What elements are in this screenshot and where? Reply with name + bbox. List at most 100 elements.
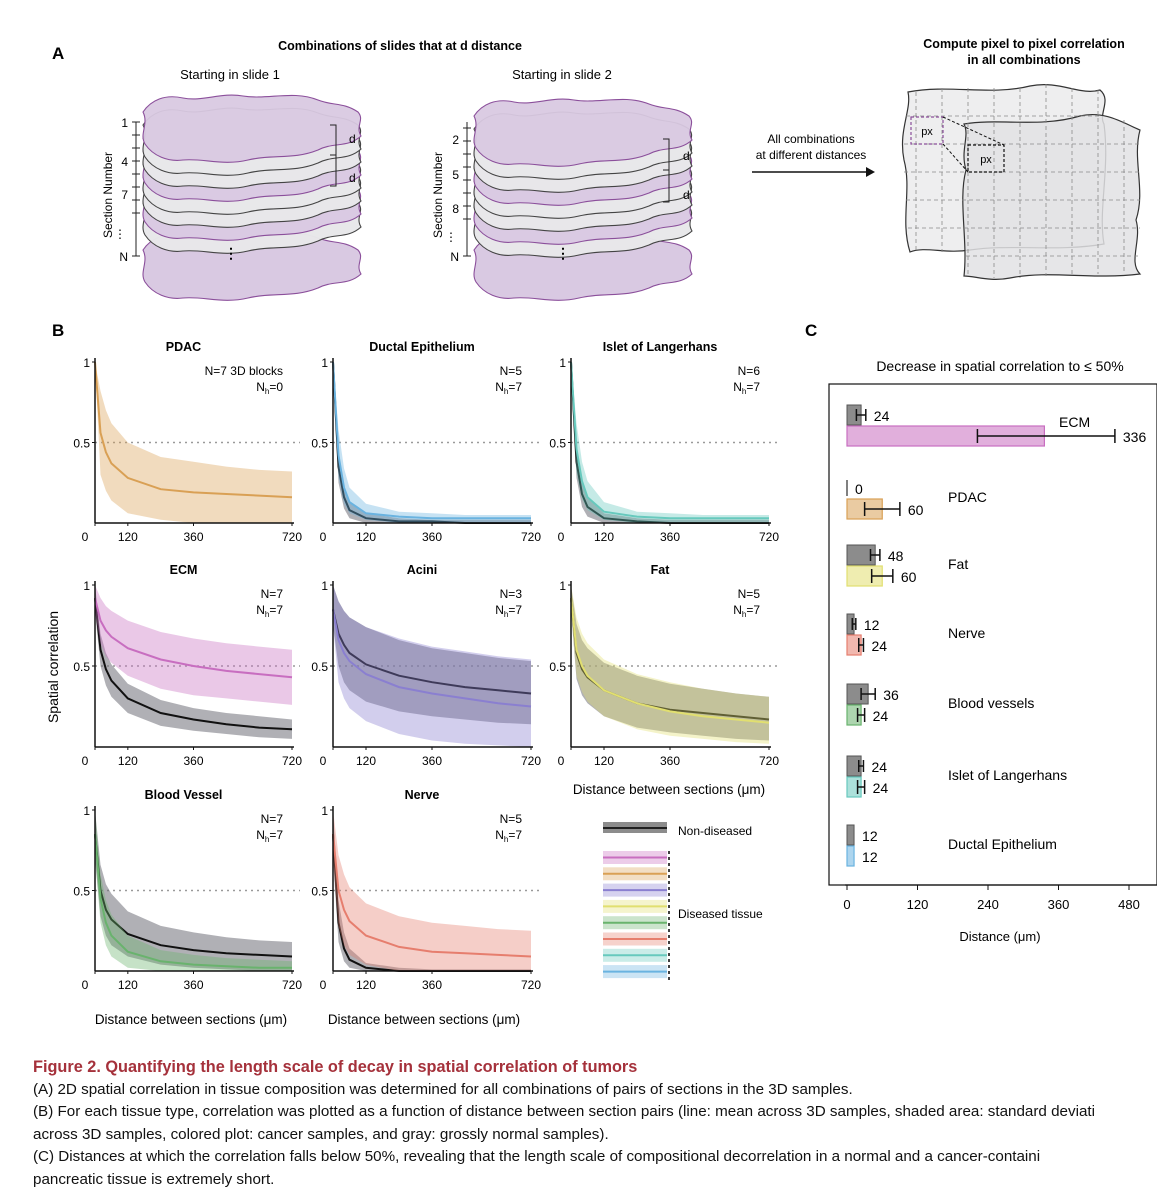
panel-c-x-tick-label: 240 <box>977 897 999 912</box>
bar-diseased <box>846 845 855 867</box>
plot-title: Blood Vessel <box>145 788 223 802</box>
error-bar-non-diseased <box>851 618 857 630</box>
caption-line-c1: (C) Distances at which the correlation f… <box>33 1148 1041 1165</box>
stack1-ellipsis: ⋮ <box>224 245 238 261</box>
annotation-nh: Nh=7 <box>495 603 522 619</box>
panel-b-x-label-left: Distance between sections (μm) <box>95 1012 287 1027</box>
y-tick-label: 1 <box>83 804 90 818</box>
bar-group-ecm: 24 336 ECM <box>846 404 1146 447</box>
panel-b-x-label-middle: Distance between sections (μm) <box>328 1012 520 1027</box>
caption-line-b2: across 3D samples, colored plot: cancer … <box>33 1125 609 1143</box>
y-tick-label: 0.5 <box>73 660 90 674</box>
value-label-non-diseased: 24 <box>874 408 890 424</box>
diseased-mean-line <box>94 361 293 499</box>
plot-title: Nerve <box>405 788 440 802</box>
diseased-mean-line <box>570 597 770 724</box>
y-tick-label: 0.5 <box>73 885 90 899</box>
annotation-n: N=5 <box>500 364 523 378</box>
stack1-axis-label: Section Number <box>101 152 115 238</box>
category-label: Fat <box>948 556 968 572</box>
y-tick-label: 1 <box>321 356 328 370</box>
value-label-non-diseased: 12 <box>862 828 878 844</box>
caption-title: Figure 2. Quantifying the length scale o… <box>33 1058 638 1076</box>
plot-pdac: 0 120 360 720 0.5 1 PDAC N=7 3D blocks Nh=0 <box>73 340 302 544</box>
value-label-non-diseased: 0 <box>855 481 863 497</box>
x-tick-label: 360 <box>183 978 203 992</box>
pixel-link-top <box>942 116 1005 146</box>
pixel-box-front <box>967 144 1005 173</box>
x-tick-label: 0 <box>82 978 89 992</box>
plot-title: Acini <box>407 563 438 577</box>
x-tick-label: 360 <box>422 530 442 544</box>
x-tick-label: 0 <box>320 754 327 768</box>
annotation-nh: Nh=7 <box>256 603 283 619</box>
legend-diseased-label: Diseased tissue <box>678 907 763 921</box>
non-diseased-mean-line <box>94 597 293 731</box>
plot-ecm: 0 120 360 720 0.5 1 ECM N=7 Nh=7 <box>73 563 302 768</box>
bar-group-pdac: 0 60 PDAC <box>846 480 987 520</box>
diseased-mean-line <box>94 597 293 679</box>
value-label-non-diseased: 24 <box>871 759 887 775</box>
figure-caption: Figure 2. Quantifying the length scale o… <box>33 1056 1157 1191</box>
stack2-tick-5: 5 <box>452 168 459 182</box>
x-tick-label: 720 <box>521 754 541 768</box>
non-diseased-sd-band <box>333 362 531 523</box>
annotation-nh: Nh=0 <box>256 380 283 396</box>
stack1-title: Starting in slide 1 <box>180 67 280 82</box>
stack1-tick-1: 1 <box>121 116 128 130</box>
annotation-n: N=5 <box>738 587 761 601</box>
category-label: ECM <box>1059 414 1090 430</box>
error-bar-non-diseased <box>869 549 881 561</box>
value-label-diseased: 24 <box>873 780 889 796</box>
y-tick-label: 1 <box>321 804 328 818</box>
panel-b-x-label-right: Distance between sections (μm) <box>573 782 765 797</box>
pixel-grid <box>904 84 1140 278</box>
stack2-d-brackets <box>663 138 670 203</box>
annotation-nh: Nh=7 <box>256 828 283 844</box>
stack2-title: Starting in slide 2 <box>512 67 612 82</box>
non-diseased-sd-band <box>333 810 531 971</box>
y-tick-label: 1 <box>559 579 566 593</box>
y-tick-label: 0.5 <box>311 885 328 899</box>
panel-b-letter: B <box>52 321 64 340</box>
legend-non-diseased-label: Non-diseased <box>678 824 752 838</box>
x-tick-label: 360 <box>183 754 203 768</box>
category-label: Nerve <box>948 625 986 641</box>
stack1-tick-dots: ⋮ <box>114 227 126 241</box>
slide-stack-2: ⋮ Section Number 2 5 8 ⋮ N d d <box>431 98 693 301</box>
x-tick-label: 720 <box>282 754 302 768</box>
stack2-d2: d <box>683 188 690 202</box>
stack2-d1: d <box>683 149 690 163</box>
diseased-sd-band <box>333 810 531 971</box>
figure-canvas: A Combinations of slides that at d dista… <box>45 37 1157 1027</box>
diseased-sd-band <box>333 362 531 523</box>
category-label: Blood vessels <box>948 695 1034 711</box>
panel-c-frame <box>828 383 1157 886</box>
arrow-label-2: at different distances <box>756 148 867 162</box>
diseased-sd-band <box>571 585 769 744</box>
annotation-nh: Nh=7 <box>733 603 760 619</box>
value-label-diseased: 24 <box>871 638 887 654</box>
caption-line-b1: (B) For each tissue type, correlation wa… <box>33 1103 1095 1120</box>
panel-c: C Decrease in spatial correlation to ≤ 5… <box>805 321 1157 944</box>
non-diseased-sd-band <box>571 585 769 741</box>
x-tick-label: 120 <box>594 530 614 544</box>
slide-stack-1: ⋮ Section Number 1 4 7 ⋮ N d d <box>101 94 362 301</box>
x-tick-label: 0 <box>82 754 89 768</box>
x-tick-label: 360 <box>422 978 442 992</box>
panel-a-right-title-1: Compute pixel to pixel correlation <box>923 37 1124 51</box>
px-label-front: px <box>980 154 992 166</box>
px-label-back: px <box>921 126 933 138</box>
panel-c-x-tick-label: 360 <box>1048 897 1070 912</box>
panel-a-letter: A <box>52 44 64 63</box>
diseased-sd-band <box>333 585 531 747</box>
bar-group-islet-of-langerhans: 24 24 Islet of Langerhans <box>846 755 1067 798</box>
stack1-d2: d <box>349 171 356 185</box>
diseased-mean-line <box>332 361 531 520</box>
x-tick-label: 360 <box>422 754 442 768</box>
y-tick-label: 1 <box>83 579 90 593</box>
x-tick-label: 120 <box>356 978 376 992</box>
plot-nerve: 0 120 360 720 0.5 1 Nerve N=5 Nh=7 <box>311 788 541 992</box>
stack2-tick-dots: ⋮ <box>445 230 457 244</box>
